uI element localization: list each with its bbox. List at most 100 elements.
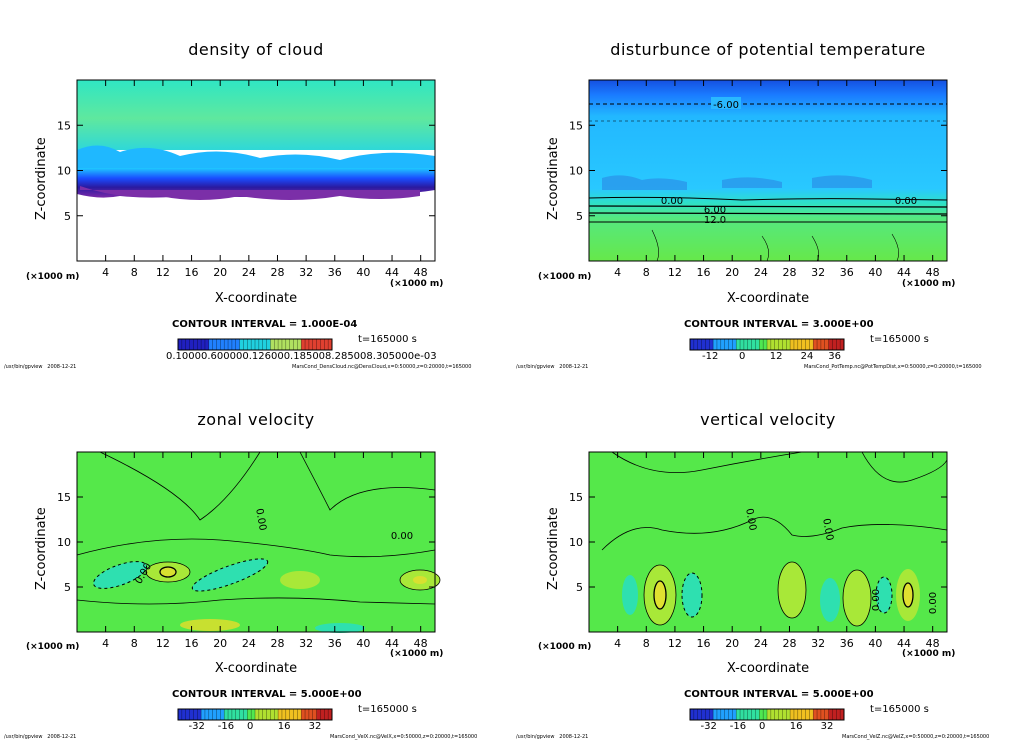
colorbar-cell (801, 709, 806, 720)
colorbar-cell (728, 339, 733, 350)
colorbar-tick-label: -32 (188, 721, 205, 732)
colorbar-cell (747, 709, 753, 720)
colorbar-cell (293, 709, 298, 720)
colorbar-cell (793, 339, 799, 350)
colorbar-cell (732, 339, 737, 350)
y-tick-label: 10 (57, 536, 71, 549)
x-unit-left: (×1000 m) (26, 642, 80, 652)
x-tick-label: 44 (897, 266, 911, 279)
x-tick-label: 32 (299, 266, 313, 279)
x-unit-right: (×1000 m) (902, 279, 956, 289)
colorbar-cell (328, 709, 333, 720)
colorbar-tick-label: 16 (789, 721, 803, 732)
colorbar-cell (740, 709, 745, 720)
colorbar-cell (713, 339, 718, 350)
x-tick-label: 16 (697, 637, 711, 650)
x-axis-ticks: 4 8 12 16 20 24 28 32 36 40 44 48 (102, 452, 428, 650)
x-tick-label: 16 (185, 266, 199, 279)
colorbar-cell (224, 709, 229, 720)
y-axis-ticks: 5 10 15 (569, 491, 947, 594)
colorbar-tick-label: 32 (308, 721, 322, 732)
colorbar-cell (747, 339, 753, 350)
colorbar-cell (763, 339, 768, 350)
y-tick-label: 10 (569, 536, 583, 549)
x-tick-label: 12 (156, 637, 170, 650)
panel-density-of-cloud: density of cloud 4 8 12 16 20 24 28 32 36 40 44 48 … (0, 0, 512, 370)
colorbar-tick-label: 0 (247, 721, 254, 732)
x-tick-label: 28 (270, 266, 284, 279)
y-tick-label: 15 (57, 119, 71, 132)
x-unit-left: (×1000 m) (26, 272, 80, 282)
colorbar-cell (774, 709, 780, 720)
x-tick-label: 44 (385, 637, 399, 650)
y-tick-label: 15 (57, 491, 71, 504)
colorbar-cell (813, 709, 818, 720)
plot-potential-temperature: -6.00 0.00 0.00 6.00 12.0 4 8 12 16 20 24 28 32… (569, 79, 948, 351)
x-unit-right: (×1000 m) (902, 649, 956, 659)
colorbar-cell (836, 709, 841, 720)
colorbar-cell (270, 709, 275, 720)
y-tick-label: 5 (576, 210, 583, 223)
x-tick-label: 48 (926, 266, 940, 279)
colorbar-cell (255, 709, 260, 720)
colorbar-tick-label: 0 (759, 721, 766, 732)
x-tick-label: 44 (897, 637, 911, 650)
colorbar-cell (801, 339, 806, 350)
colorbar-cell (701, 339, 706, 350)
colorbar-cell (828, 339, 833, 350)
colorbar-cell (301, 709, 306, 720)
x-axis-ticks: 4 8 12 16 20 24 28 32 36 40 44 48 (102, 80, 428, 279)
colorbar-cell (208, 709, 214, 720)
y-axis-ticks: 5 10 15 (57, 491, 435, 594)
colorbar-cell (705, 709, 710, 720)
colorbar-cell (216, 709, 221, 720)
y-tick-label: 5 (64, 581, 71, 594)
colorbar-cell (266, 709, 271, 720)
colorbar-cell (751, 339, 756, 350)
x-tick-label: 40 (868, 266, 882, 279)
colorbar-cell (278, 709, 283, 720)
colorbar-cell (755, 339, 760, 350)
colorbar-cell (724, 339, 729, 350)
colorbar-cell (820, 709, 826, 720)
colorbar-cell (720, 709, 726, 720)
colorbar-labels: -32 -16 0 16 32 (178, 721, 332, 733)
colorbar-cell (759, 709, 764, 720)
colorbar-cell (770, 709, 776, 720)
panel-title: vertical velocity (700, 410, 836, 429)
x-tick-label: 40 (356, 637, 370, 650)
panel-zonal-velocity: zonal velocity 0.00 0.00 0.00 4 8 12 16 20 24… (0, 370, 512, 740)
colorbar (689, 708, 845, 721)
x-tick-label: 48 (414, 637, 428, 650)
x-tick-label: 12 (156, 266, 170, 279)
colorbar-cell (690, 339, 695, 350)
colorbar-cell (705, 339, 710, 350)
x-axis-label: X-coordinate (726, 291, 810, 306)
colorbar-cell (297, 709, 302, 720)
colorbar-cell (767, 339, 772, 350)
time-label: t=165000 s (358, 334, 417, 345)
footer-source: MarsCond_PotTemp.nc@PotTempDist,x=0:5000… (804, 364, 982, 370)
colorbar-cell (786, 709, 791, 720)
colorbar-tick-label: 36 (828, 351, 842, 362)
x-tick-label: 20 (213, 266, 227, 279)
colorbar-cell (235, 709, 241, 720)
time-label: t=165000 s (870, 334, 929, 345)
colorbar-cell (767, 709, 772, 720)
colorbar-cell (736, 339, 741, 350)
x-tick-label: 36 (328, 637, 342, 650)
colorbar-cell (197, 709, 202, 720)
y-axis-label: Z-coordinate (546, 137, 561, 220)
x-tick-label: 8 (643, 637, 650, 650)
y-axis-label: Z-coordinate (34, 507, 49, 590)
contour-label: 0.00 (391, 531, 413, 542)
x-axis-ticks: 4 8 12 16 20 24 28 32 36 40 44 48 (614, 80, 940, 279)
x-tick-label: 28 (782, 637, 796, 650)
footer-program: /usr/bin/gpview 2008-12-21 (516, 734, 589, 740)
x-tick-label: 36 (840, 266, 854, 279)
colorbar-cell (185, 709, 191, 720)
colorbar-cell (832, 339, 837, 350)
colorbar-cell (193, 709, 198, 720)
